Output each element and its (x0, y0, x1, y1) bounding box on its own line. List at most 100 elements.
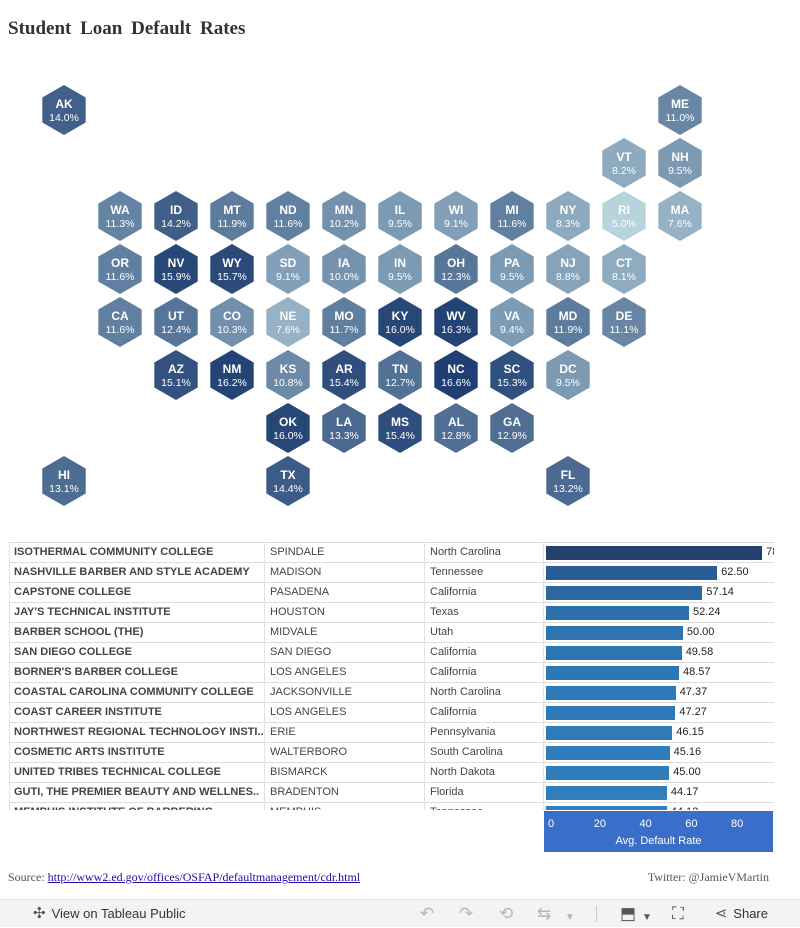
state-hex-ri[interactable]: RI5.0% (602, 191, 646, 241)
state-hex-vt[interactable]: VT8.2% (602, 138, 646, 188)
source-link[interactable]: http://www2.ed.gov/offices/OSFAP/default… (47, 870, 361, 884)
state-hex-pa[interactable]: PA9.5% (490, 244, 534, 294)
state-hex-va[interactable]: VA9.4% (490, 297, 534, 347)
default-rate-bar[interactable] (546, 606, 689, 620)
default-rate-bar[interactable] (546, 786, 667, 800)
share-icon: ⋖ (714, 905, 728, 922)
state-abbr-label: OH (447, 256, 465, 270)
bar-value-label: 52.24 (693, 606, 721, 618)
state-hex-ct[interactable]: CT8.1% (602, 244, 646, 294)
state-rate-label: 16.6% (441, 377, 471, 389)
state-hex-in[interactable]: IN9.5% (378, 244, 422, 294)
state-hex-nh[interactable]: NH9.5% (658, 138, 702, 188)
table-row[interactable]: MEMPHIS INSTITUTE OF BARBERING MEMPHIS Ten… (10, 803, 774, 810)
default-rate-bar[interactable] (546, 706, 676, 720)
table-row[interactable]: GUTI, THE PREMIER BEAUTY AND WELLNES.. BR… (10, 783, 774, 803)
revert-icon[interactable]: ⟲ (499, 904, 514, 923)
state-abbr-label: WV (446, 309, 465, 323)
default-rate-bar[interactable] (546, 646, 682, 660)
table-row[interactable]: NORTHWEST REGIONAL TECHNOLOGY INSTI.. ERI… (10, 723, 774, 743)
default-rate-bar[interactable] (546, 546, 763, 560)
state-hex-wi[interactable]: WI9.1% (434, 191, 478, 241)
dropdown-icon[interactable]: ▼ (565, 912, 575, 923)
default-rate-bar[interactable] (546, 766, 670, 780)
table-row[interactable]: COASTAL CAROLINA COMMUNITY COLLEGE JACKSO… (10, 683, 774, 703)
table-row[interactable]: BORNER'S BARBER COLLEGE LOS ANGELES Califo… (10, 663, 774, 683)
state-rate-label: 7.6% (668, 218, 692, 230)
view-on-tableau-link[interactable]: ✣ View on Tableau Public (33, 900, 186, 928)
default-rate-bar[interactable] (546, 806, 667, 810)
table-row[interactable]: UNITED TRIBES TECHNICAL COLLEGE BISMARCK N… (10, 763, 774, 783)
default-rate-bar[interactable] (546, 746, 670, 760)
state-rate-label: 14.2% (161, 218, 191, 230)
share-button[interactable]: ⋖ Share (715, 900, 768, 928)
refresh-icon[interactable]: ⇆ (537, 904, 552, 923)
undo-icon[interactable]: ↶ (420, 904, 435, 923)
table-row[interactable]: NASHVILLE BARBER AND STYLE ACADEMY MADISO… (10, 563, 774, 583)
state-hex-ny[interactable]: NY8.3% (546, 191, 590, 241)
table-row[interactable]: JAY'S TECHNICAL INSTITUTE HOUSTON Texas 52.… (10, 603, 774, 623)
download-icon[interactable]: ⬒ (620, 904, 637, 923)
default-rate-bar[interactable] (546, 586, 703, 600)
fullscreen-icon[interactable]: ⛶ (672, 904, 684, 923)
dropdown-icon[interactable]: ▼ (642, 912, 652, 923)
state-hex-il[interactable]: IL9.5% (378, 191, 422, 241)
default-rate-bar[interactable] (546, 566, 718, 580)
state-rate-label: 11.7% (330, 324, 359, 336)
table-row[interactable]: ISOTHERMAL COMMUNITY COLLEGE SPINDALE Nort… (10, 543, 774, 563)
table-row[interactable]: SAN DIEGO COLLEGE SAN DIEGO California 49.5… (10, 643, 774, 663)
table-row[interactable]: CAPSTONE COLLEGE PASADENA California 57.14 (10, 583, 774, 603)
default-rate-bar[interactable] (546, 686, 676, 700)
default-rate-bar[interactable] (546, 666, 679, 680)
state-hex-dc[interactable]: DC9.5% (546, 350, 590, 400)
state-hex-ma[interactable]: MA7.6% (658, 191, 702, 241)
default-rate-bar[interactable] (546, 726, 673, 740)
school-name: COAST CAREER INSTITUTE (14, 706, 162, 718)
state-hex-nj[interactable]: NJ8.8% (546, 244, 590, 294)
table-row[interactable]: COAST CAREER INSTITUTE LOS ANGELES Califor… (10, 703, 774, 723)
redo-icon[interactable]: ↷ (459, 904, 474, 923)
table-row[interactable]: COSMETIC ARTS INSTITUTE WALTERBORO South C… (10, 743, 774, 763)
default-rate-bar[interactable] (546, 626, 683, 640)
state-hex-ne[interactable]: NE7.6% (266, 297, 310, 347)
table-row[interactable]: BARBER SCHOOL (THE) MIDVALE Utah 50.00 (10, 623, 774, 643)
state-hex-shape (154, 297, 198, 347)
state-hex-sd[interactable]: SD9.1% (266, 244, 310, 294)
